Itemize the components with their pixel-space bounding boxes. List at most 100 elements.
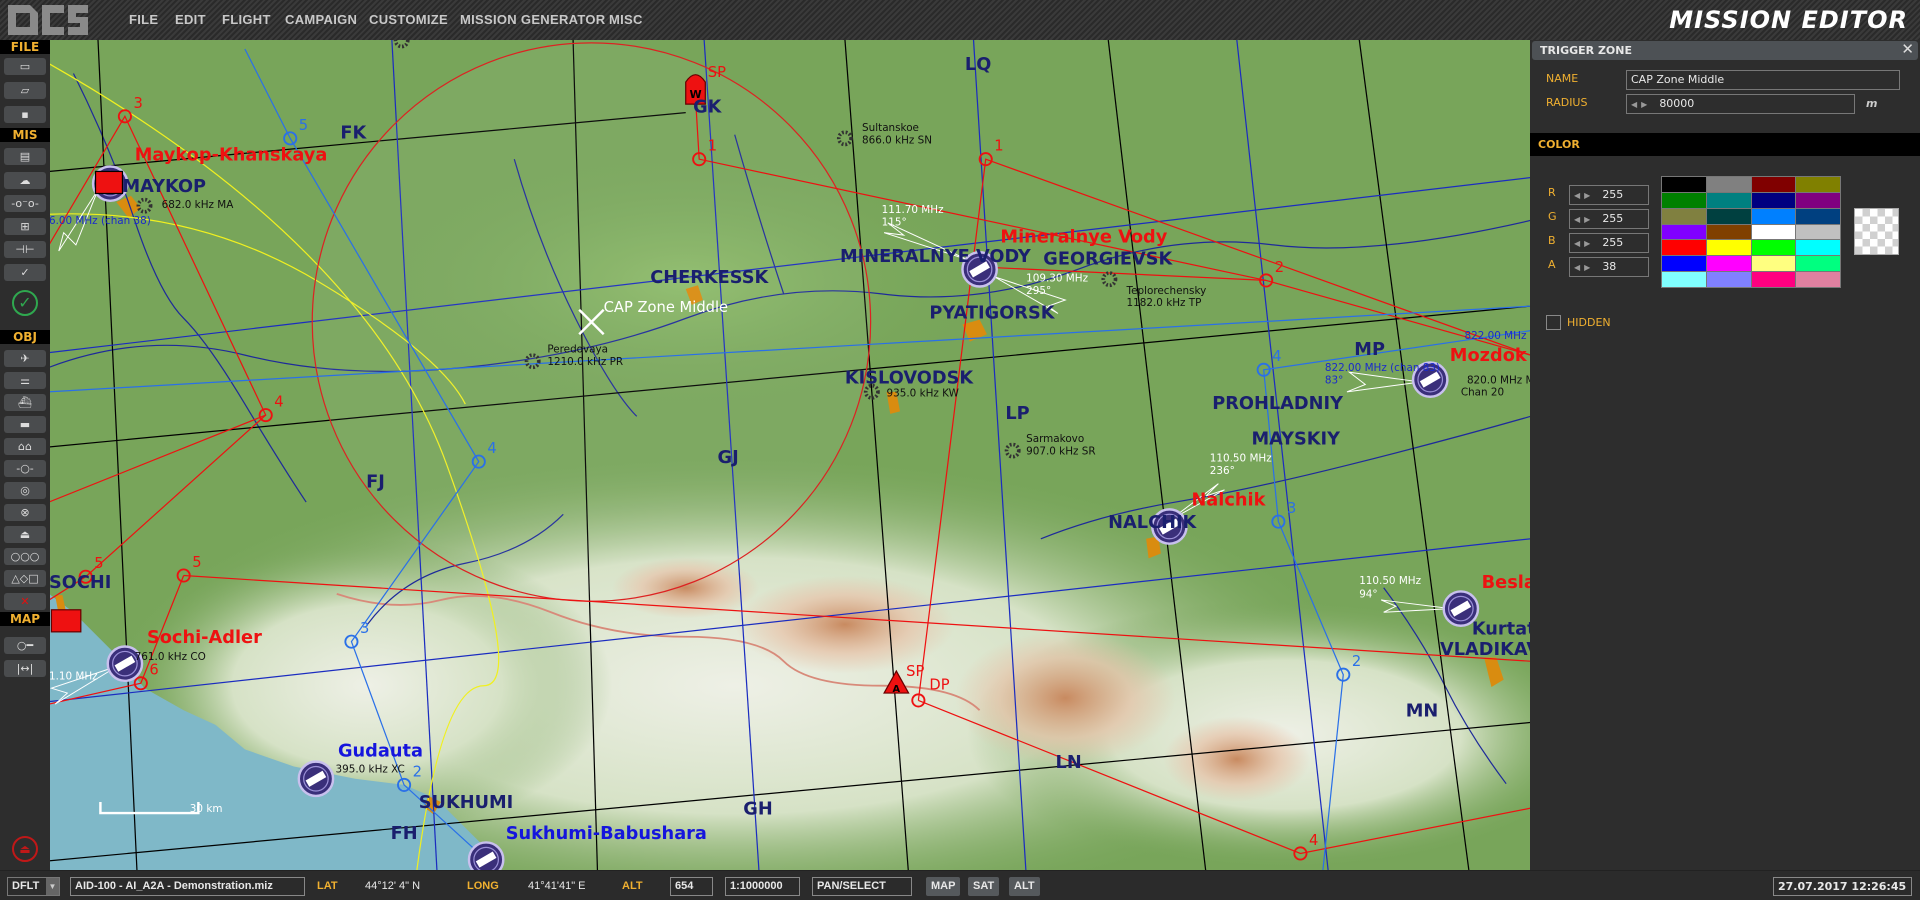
airbase-icon[interactable] xyxy=(297,760,335,798)
target-icon[interactable]: ⊞ xyxy=(4,218,46,235)
waypoint-marker[interactable] xyxy=(133,676,148,691)
palette-swatch[interactable] xyxy=(1662,208,1706,224)
delete-icon[interactable]: ✕ xyxy=(4,593,46,610)
palette-swatch[interactable] xyxy=(1796,240,1840,256)
weather-icon[interactable]: ☁ xyxy=(4,172,46,189)
name-input[interactable]: CAP Zone Middle xyxy=(1626,70,1900,90)
map-button[interactable]: MAP xyxy=(926,877,961,896)
nav-target-icon[interactable]: ⊗ xyxy=(4,504,46,521)
spinner-arrows-icon[interactable]: ◀▶ xyxy=(1631,100,1652,109)
eject-icon[interactable]: ⏏ xyxy=(12,836,38,862)
palette-swatch[interactable] xyxy=(1662,192,1706,208)
map-view[interactable]: 1 1 2 3 4 5 5 6 4 5 4 3 2 4 3 2 W A LQ FK GK Sultanskoe 866… xyxy=(50,40,1530,870)
unit-marker[interactable] xyxy=(50,609,82,633)
close-icon[interactable]: ✕ xyxy=(1901,40,1914,58)
airbase-icon[interactable] xyxy=(467,841,505,870)
waypoint-icon[interactable]: -○- xyxy=(4,460,46,477)
waypoint-marker[interactable] xyxy=(1256,362,1271,377)
a-spinner[interactable]: ◀▶ 38 xyxy=(1569,257,1649,277)
palette-swatch[interactable] xyxy=(1662,224,1706,240)
waypoint-marker[interactable] xyxy=(1336,667,1351,682)
waypoint-marker[interactable] xyxy=(1259,273,1274,288)
trigger-zone-icon[interactable]: ⏏ xyxy=(4,526,46,543)
palette-swatch[interactable] xyxy=(1706,272,1751,287)
waypoint-marker[interactable] xyxy=(692,152,707,167)
waypoint-marker[interactable] xyxy=(78,569,93,584)
palette-swatch[interactable] xyxy=(1751,208,1796,224)
palette-swatch[interactable] xyxy=(1706,240,1751,256)
menu-file[interactable]: FILE xyxy=(129,12,159,27)
airbase-icon[interactable] xyxy=(1411,361,1449,398)
map-canvas[interactable]: 1 1 2 3 4 5 5 6 4 5 4 3 2 4 3 2 W A LQ FK GK Sultanskoe866… xyxy=(50,40,1530,870)
menu-edit[interactable]: EDIT xyxy=(175,12,206,27)
group-marker-a[interactable] xyxy=(883,669,910,694)
open-folder-icon[interactable]: ▱ xyxy=(4,82,46,99)
sat-button[interactable]: SAT xyxy=(968,877,1000,896)
palette-swatch[interactable] xyxy=(1751,192,1796,208)
unit-marker[interactable] xyxy=(94,170,124,195)
airbase-icon[interactable] xyxy=(1151,508,1188,545)
airbase-icon[interactable] xyxy=(106,645,144,683)
menu-campaign[interactable]: CAMPAIGN xyxy=(285,12,358,27)
palette-swatch[interactable] xyxy=(1751,256,1796,272)
waypoint-marker[interactable] xyxy=(1271,514,1286,529)
waypoint-marker[interactable] xyxy=(978,152,993,167)
group-marker-w[interactable] xyxy=(685,74,706,105)
menu-mission-generator[interactable]: MISSION GENERATOR xyxy=(460,12,606,27)
waypoint-marker[interactable] xyxy=(117,109,132,124)
palette-swatch[interactable] xyxy=(1751,177,1796,192)
r-spinner[interactable]: ◀▶ 255 xyxy=(1569,185,1649,205)
palette-swatch[interactable] xyxy=(1796,272,1840,287)
palette-swatch[interactable] xyxy=(1751,224,1796,240)
palette-swatch[interactable] xyxy=(1751,272,1796,287)
menu-customize[interactable]: CUSTOMIZE xyxy=(369,12,449,27)
palette-swatch[interactable] xyxy=(1751,240,1796,256)
menu-flight[interactable]: FLIGHT xyxy=(222,12,271,27)
triggers-icon[interactable]: -o⁻o- xyxy=(4,195,46,212)
check-icon[interactable]: ✓ xyxy=(4,264,46,281)
waypoint-marker[interactable] xyxy=(258,408,273,423)
palette-swatch[interactable] xyxy=(1796,192,1840,208)
target-zone-icon[interactable]: ◎ xyxy=(4,482,46,499)
vehicle-icon[interactable]: ▬ xyxy=(4,416,46,433)
palette-swatch[interactable] xyxy=(1662,272,1706,287)
radius-spinner[interactable]: ◀▶ 80000 xyxy=(1626,94,1855,114)
hidden-checkbox[interactable] xyxy=(1546,315,1561,330)
alt-button[interactable]: ALT xyxy=(1009,877,1040,896)
goals-icon[interactable]: ⊣⊢ xyxy=(4,241,46,258)
waypoint-marker[interactable] xyxy=(344,634,359,649)
b-spinner[interactable]: ◀▶ 255 xyxy=(1569,233,1649,253)
waypoint-marker[interactable] xyxy=(397,777,412,792)
palette-swatch[interactable] xyxy=(1662,240,1706,256)
waypoint-marker[interactable] xyxy=(283,131,298,146)
airbase-icon[interactable] xyxy=(961,251,998,288)
waypoint-marker[interactable] xyxy=(911,693,926,708)
palette-swatch[interactable] xyxy=(1662,256,1706,272)
layout-dropdown[interactable]: DFLT ▼ xyxy=(7,877,60,896)
mission-ok-icon[interactable]: ✓ xyxy=(12,290,38,316)
ship-icon[interactable]: ⛴ xyxy=(4,394,46,411)
template-icon[interactable]: ○○○ xyxy=(4,548,46,565)
palette-swatch[interactable] xyxy=(1706,256,1751,272)
map-scale[interactable]: 1:1000000 xyxy=(725,877,800,896)
chevron-down-icon[interactable]: ▼ xyxy=(46,878,59,895)
waypoint-marker[interactable] xyxy=(471,454,486,469)
key-icon[interactable]: ○━ xyxy=(4,637,46,654)
palette-swatch[interactable] xyxy=(1662,177,1706,192)
plane-icon[interactable]: ✈ xyxy=(4,350,46,367)
briefing-icon[interactable]: ▤ xyxy=(4,148,46,165)
palette-swatch[interactable] xyxy=(1706,192,1751,208)
zone-center-icon[interactable] xyxy=(578,308,605,336)
palette-swatch[interactable] xyxy=(1706,224,1751,240)
static-object-icon[interactable]: ⌂⌂ xyxy=(4,438,46,455)
g-spinner[interactable]: ◀▶ 255 xyxy=(1569,209,1649,229)
palette-swatch[interactable] xyxy=(1706,177,1751,192)
palette-swatch[interactable] xyxy=(1796,224,1840,240)
waypoint-marker[interactable] xyxy=(176,568,191,583)
palette-swatch[interactable] xyxy=(1796,177,1840,192)
palette-swatch[interactable] xyxy=(1796,256,1840,272)
palette-swatch[interactable] xyxy=(1706,208,1751,224)
palette-swatch[interactable] xyxy=(1796,208,1840,224)
new-file-icon[interactable]: ▭ xyxy=(4,58,46,75)
save-icon[interactable]: ▪ xyxy=(4,106,46,123)
